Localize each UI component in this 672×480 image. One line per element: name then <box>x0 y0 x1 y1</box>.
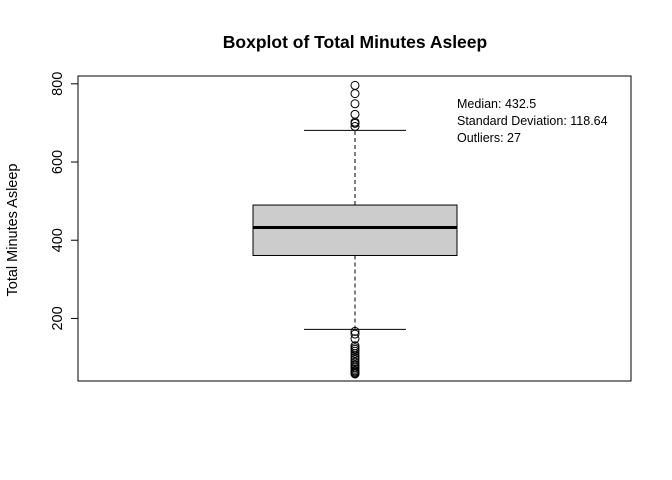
outlier-point <box>350 89 360 99</box>
chart-title: Boxplot of Total Minutes Asleep <box>223 32 487 52</box>
y-tick-label-400: 400 <box>50 228 66 252</box>
outlier-point <box>350 369 360 379</box>
outlier-point <box>350 326 360 336</box>
y-tick-label-600: 600 <box>50 150 66 174</box>
outlier-point <box>350 121 360 131</box>
stats-annotation-0: Median: 432.5 <box>457 97 536 111</box>
outlier-point <box>350 357 360 367</box>
y-tick-label-800: 800 <box>50 72 66 96</box>
stats-annotations: Median: 432.5 Standard Deviation: 118.64 O… <box>457 97 608 145</box>
outlier-points <box>350 80 360 379</box>
outlier-point <box>350 346 360 356</box>
outlier-point <box>350 349 360 359</box>
stats-annotation-2: Outliers: 27 <box>457 131 521 145</box>
box-plot-group <box>252 129 458 330</box>
y-tick-label-200: 200 <box>50 306 66 330</box>
outlier-point <box>350 334 360 344</box>
outlier-point <box>350 80 360 90</box>
outlier-point <box>350 109 360 119</box>
outlier-point <box>350 99 360 109</box>
iqr-box <box>252 204 458 256</box>
outlier-point <box>350 329 360 339</box>
stats-annotation-1: Standard Deviation: 118.64 <box>457 114 608 128</box>
y-axis: 200 400 600 800 <box>50 72 79 331</box>
y-axis-label: Total Minutes Asleep <box>5 164 21 297</box>
